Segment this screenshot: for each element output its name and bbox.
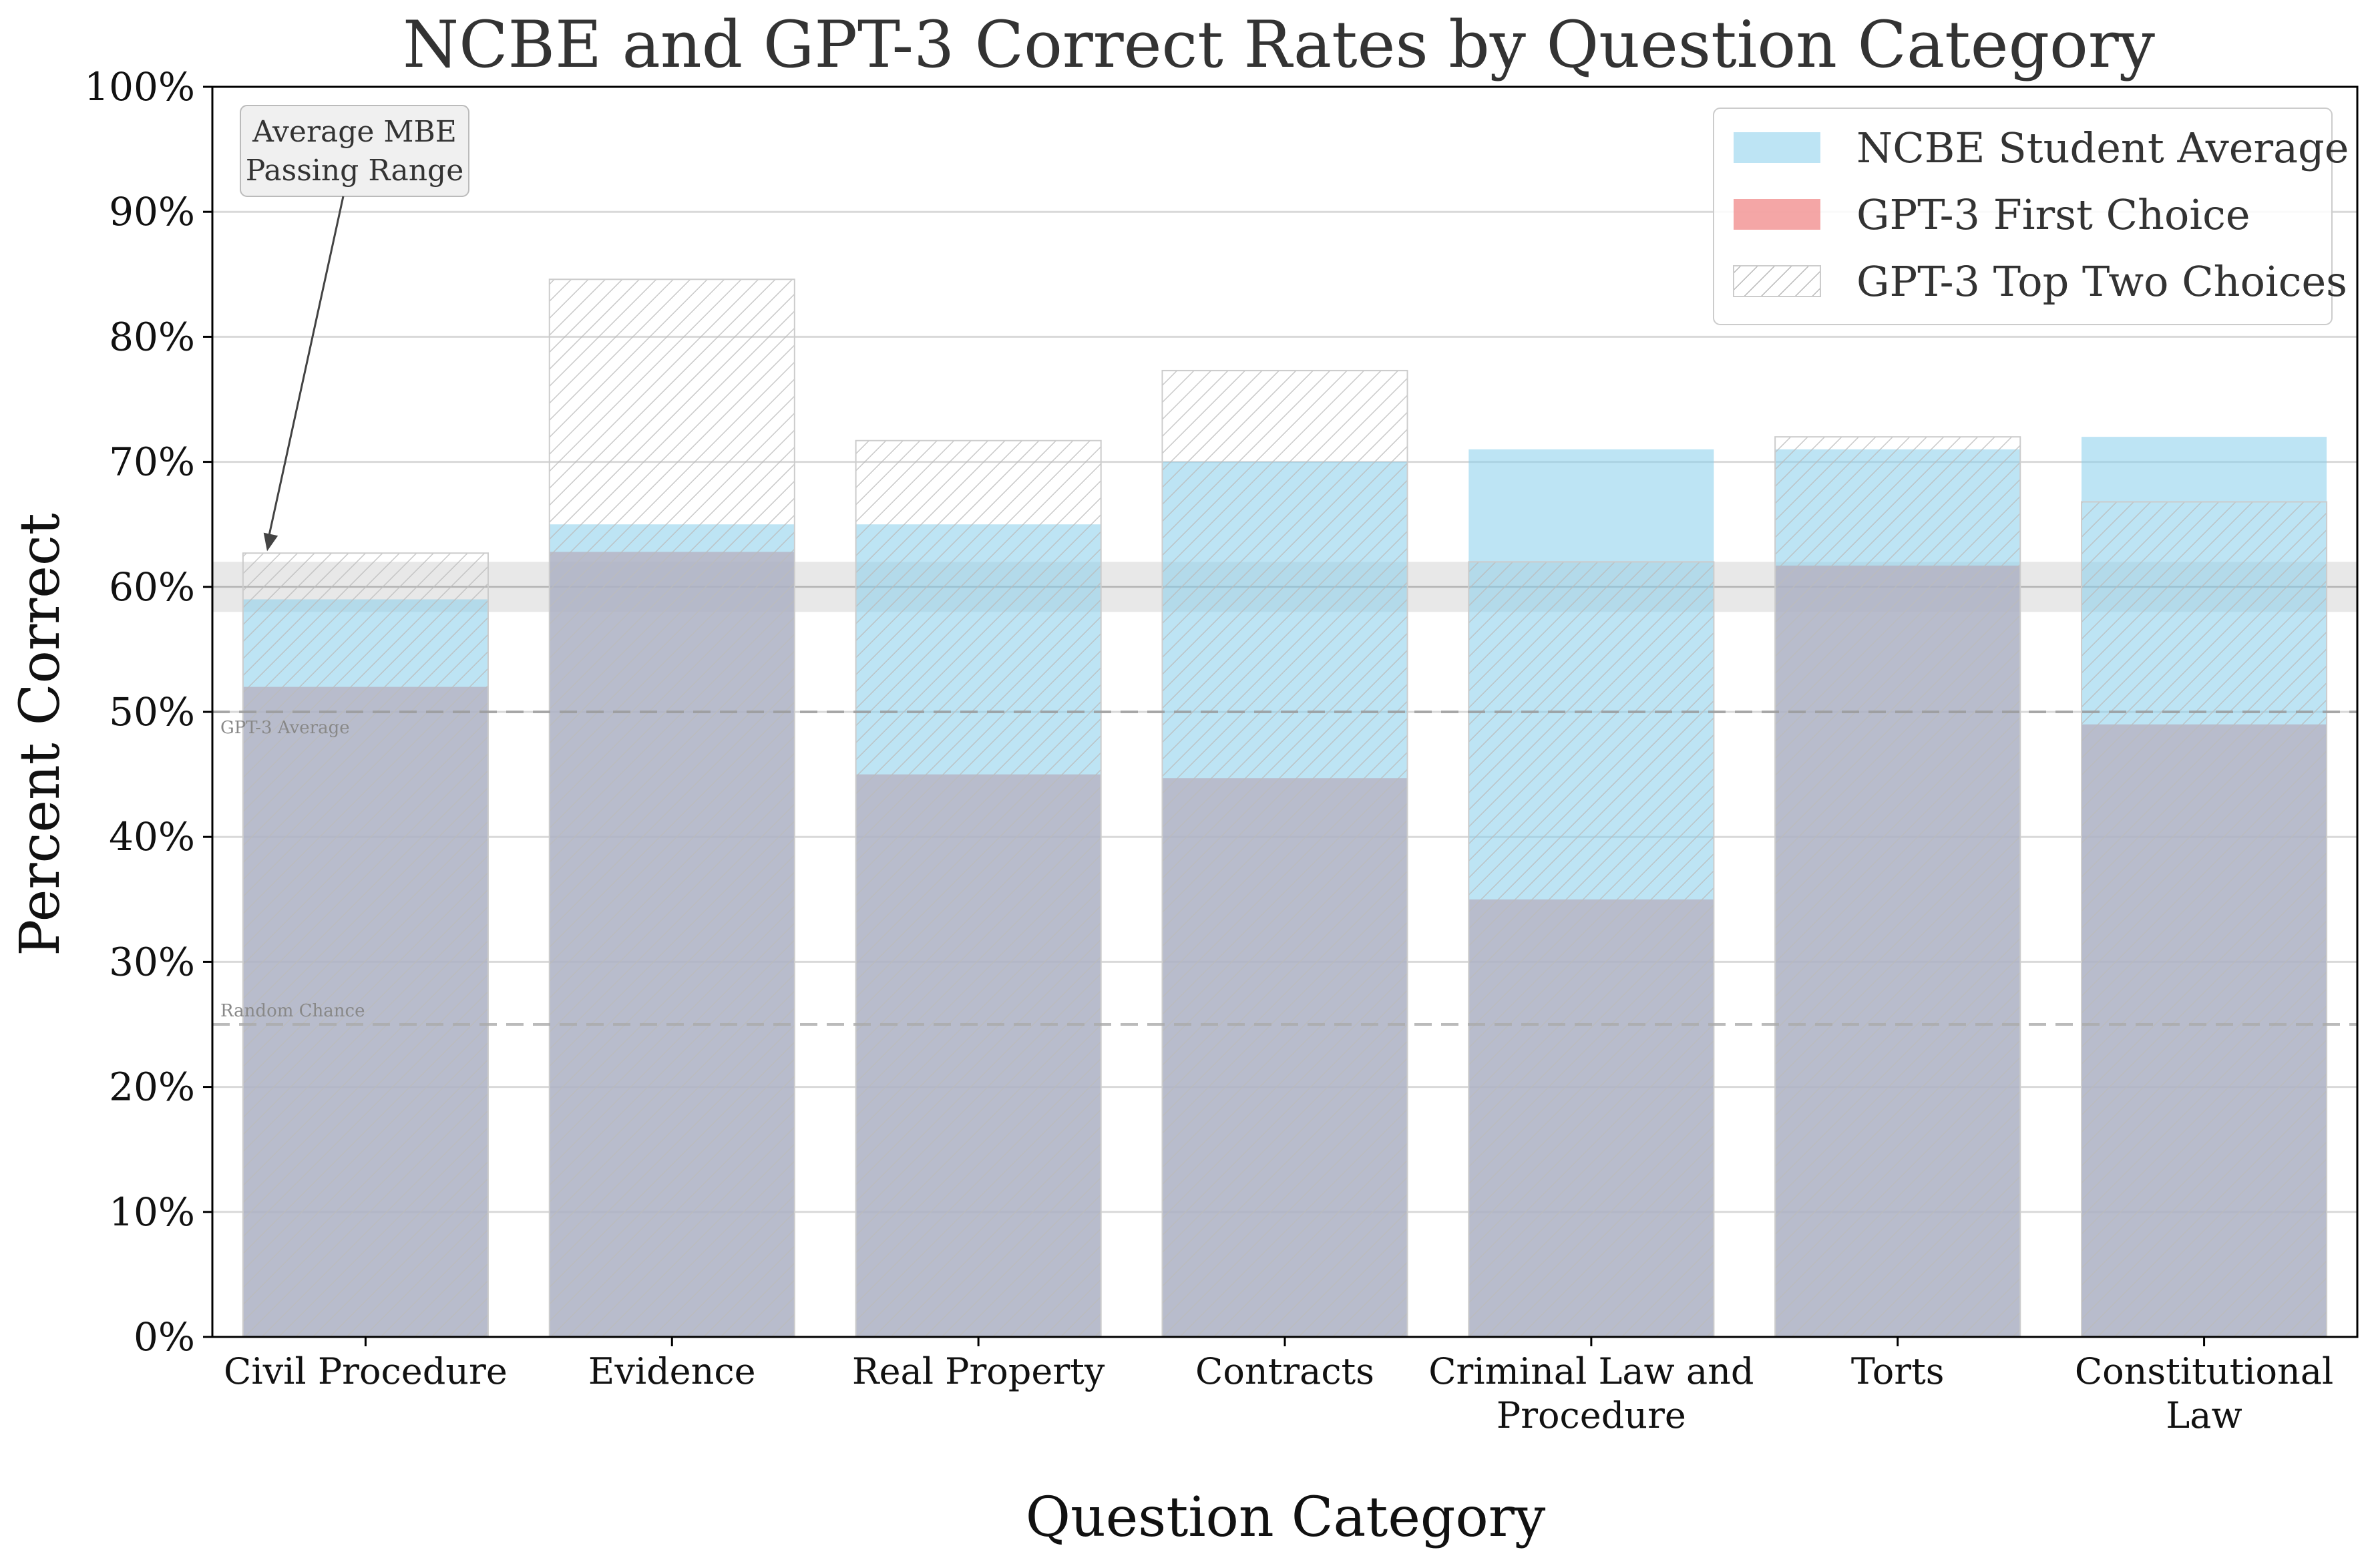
annotation-line-2: Passing Range [246, 154, 464, 188]
bar-gpt3-top-two-choices [1774, 436, 2021, 1338]
legend-swatch-gpt3-top-two [1733, 265, 1821, 297]
y-axis-ticks: 0% 10% 20% 30% 40% 50% 60% 70% 80% 90% 100% [84, 64, 212, 1360]
reference-line-label: GPT-3 Average [220, 718, 350, 738]
x-tick-label: Procedure [1497, 1394, 1686, 1436]
legend-swatch-ncbe [1734, 132, 1820, 163]
bar-gpt3-top-two-choices [548, 278, 795, 1338]
y-tick-label: 20% [109, 1064, 195, 1110]
bar-gpt3-top-two-choices [1468, 561, 1715, 1338]
legend-box [1713, 108, 2333, 325]
x-tick-label: Contracts [1195, 1350, 1374, 1392]
x-tick-label: Law [2166, 1394, 2242, 1436]
x-axis-ticks: Civil Procedure Evidence Real Property Cont… [224, 1337, 2333, 1436]
annotation-arrow [266, 196, 345, 545]
y-tick-label: 50% [109, 689, 195, 735]
legend-label-gpt3-first: GPT-3 First Choice [1856, 190, 2250, 239]
bar-gpt3-top-two-choices [2081, 501, 2328, 1338]
bar-gpt3-top-two-choices [855, 439, 1102, 1338]
bars [242, 278, 2328, 1338]
x-tick-label: Torts [1851, 1350, 1945, 1392]
x-tick-label: Real Property [852, 1350, 1105, 1392]
passing-range-annotation: Average MBE Passing Range [240, 105, 469, 552]
y-tick-label: 80% [109, 314, 195, 359]
x-tick-label: Evidence [588, 1350, 756, 1392]
legend-label-ncbe: NCBE Student Average [1856, 124, 2349, 172]
y-tick-label: 70% [109, 439, 195, 485]
y-tick-label: 100% [84, 64, 195, 110]
y-tick-label: 0% [134, 1314, 195, 1360]
legend: NCBE Student Average GPT-3 First Choice … [1713, 108, 2349, 325]
legend-swatch-gpt3-first [1734, 199, 1820, 230]
x-tick-label: Civil Procedure [224, 1350, 508, 1392]
chart-title: NCBE and GPT-3 Correct Rates by Question… [403, 7, 2155, 82]
bar-gpt3-top-two-choices [242, 552, 489, 1338]
reference-line-label: Random Chance [220, 1001, 365, 1021]
y-tick-label: 30% [109, 939, 195, 984]
bar-gpt3-top-two-choices [1161, 369, 1408, 1338]
annotation-box [240, 105, 469, 197]
y-tick-label: 10% [109, 1189, 195, 1235]
y-tick-label: 60% [109, 564, 195, 610]
legend-label-gpt3-top-two: GPT-3 Top Two Choices [1856, 257, 2347, 306]
y-tick-label: 90% [109, 189, 195, 234]
x-axis-label: Question Category [1026, 1486, 1546, 1549]
reference-lines: GPT-3 Average Random Chance [212, 711, 2357, 1026]
x-tick-label: Criminal Law and [1428, 1350, 1754, 1392]
annotation-arrowhead [263, 532, 278, 552]
annotation-line-1: Average MBE [252, 115, 457, 149]
y-tick-label: 40% [109, 814, 195, 859]
x-tick-label: Constitutional [2075, 1350, 2334, 1392]
y-axis-label: Percent Correct [9, 513, 72, 956]
